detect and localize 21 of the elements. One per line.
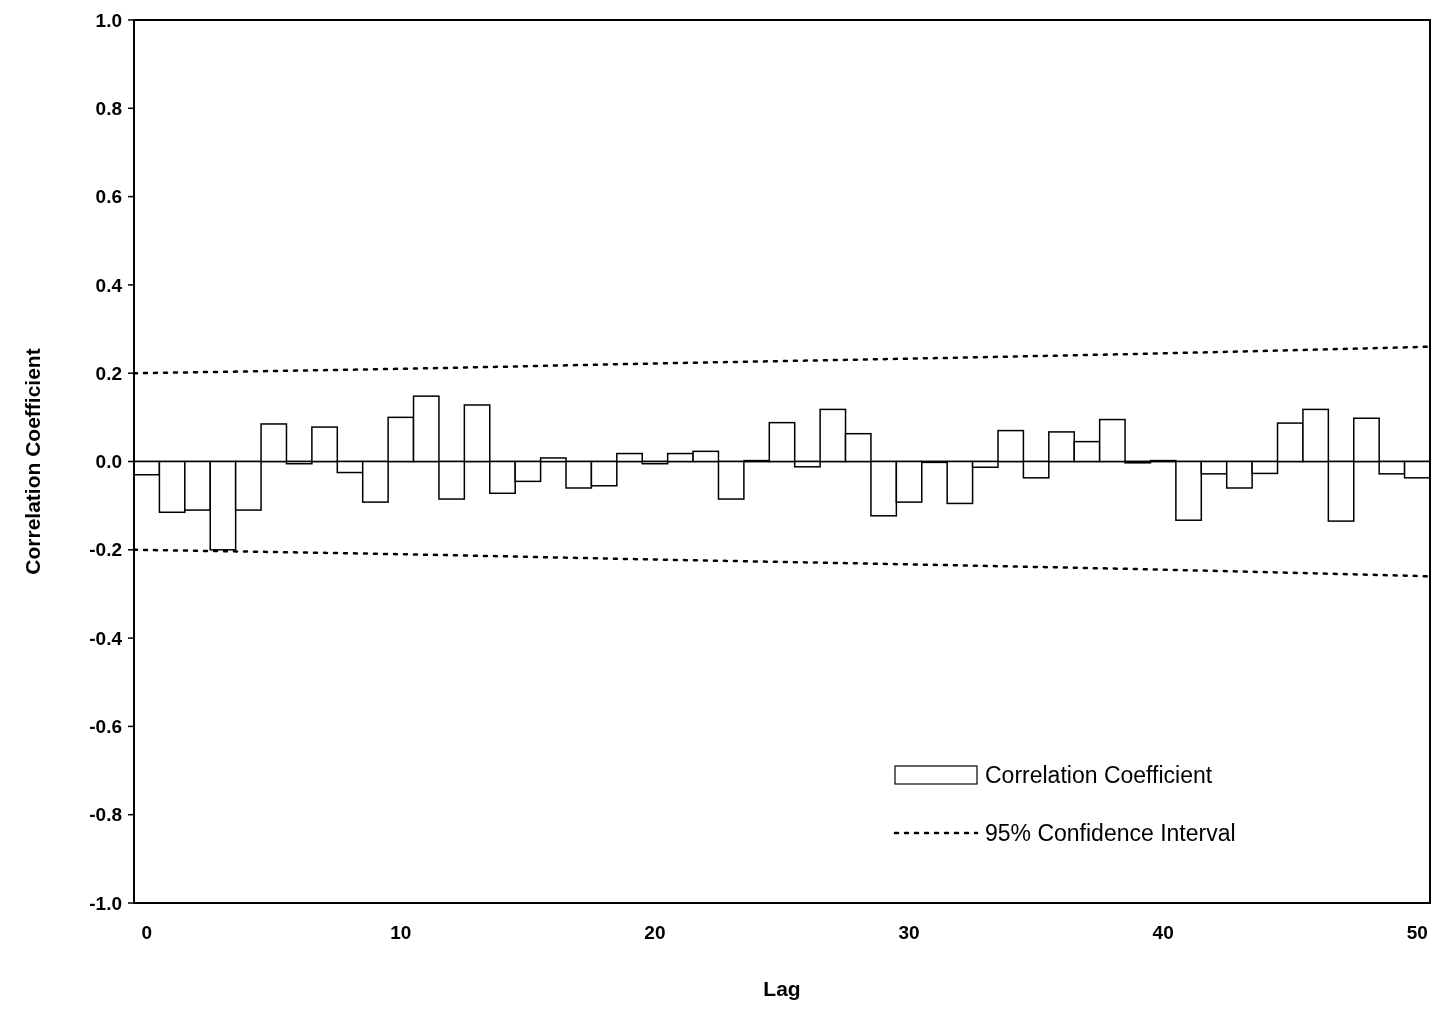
- y-axis-title: Correlation Coefficient: [21, 348, 44, 575]
- y-tick-label: 0.6: [95, 186, 122, 208]
- y-tick-label: 0.0: [95, 451, 122, 473]
- x-axis-title: Lag: [763, 977, 801, 1000]
- y-tick-label: 0.2: [95, 362, 122, 384]
- y-tick-label: -1.0: [89, 892, 122, 914]
- y-tick-label: -0.2: [89, 539, 122, 561]
- y-tick-label: 1.0: [95, 9, 122, 31]
- legend-label: Correlation Coefficient: [985, 762, 1213, 789]
- x-tick-label: 30: [898, 922, 920, 943]
- y-tick-label: 0.8: [95, 97, 122, 119]
- x-tick-label: 0: [141, 922, 152, 943]
- x-tick-label: 40: [1152, 922, 1174, 943]
- y-tick-label: -0.6: [89, 716, 122, 738]
- x-tick-label: 50: [1406, 922, 1428, 943]
- x-tick-label: 10: [390, 922, 412, 943]
- y-tick-label: -0.8: [89, 804, 122, 826]
- legend-label: 95% Confidence Interval: [985, 820, 1236, 847]
- x-tick-label: 20: [644, 922, 666, 943]
- y-tick-label: 0.4: [95, 274, 123, 296]
- y-tick-label: -0.4: [89, 627, 123, 649]
